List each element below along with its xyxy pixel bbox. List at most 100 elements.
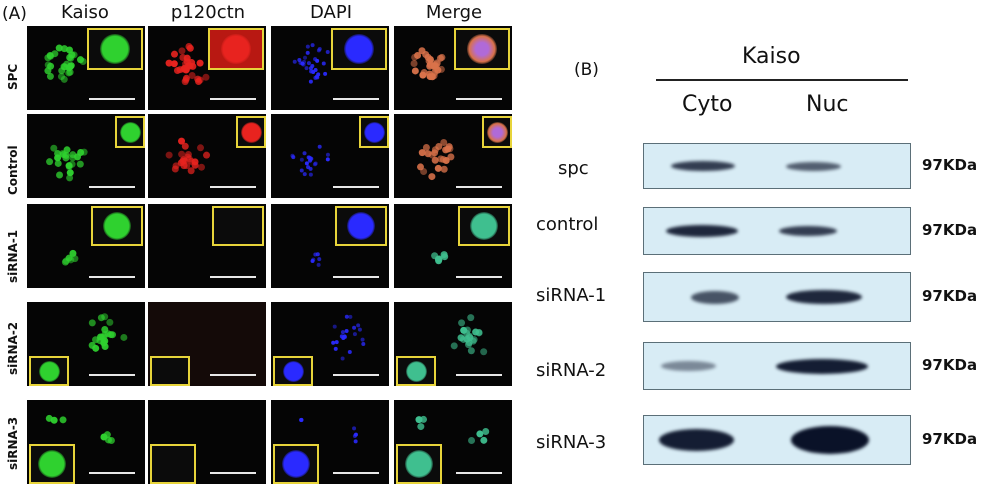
column-header-merge: Merge <box>425 2 483 23</box>
molecular-weight-label: 97KDa <box>922 356 978 374</box>
band-nuc <box>776 358 868 374</box>
band-cyto <box>666 225 738 237</box>
scale-bar <box>89 276 135 278</box>
column-header-dapi: DAPI <box>309 2 353 23</box>
scale-bar <box>456 98 502 100</box>
micrograph-sirna-2-dapi <box>271 302 389 386</box>
inset-sirna-3-p120ctn <box>150 444 196 484</box>
row-header-sirna-1: siRNA-1 <box>6 229 20 283</box>
scale-bar <box>333 374 379 376</box>
micrograph-sirna-3-p120ctn <box>148 400 266 484</box>
scale-bar <box>89 186 135 188</box>
scale-bar <box>89 98 135 100</box>
micrograph-spc-merge <box>394 26 512 110</box>
scale-bar <box>210 186 256 188</box>
row-header-control: Control <box>6 145 20 195</box>
inset-sirna-3-dapi <box>273 444 319 484</box>
molecular-weight-label: 97KDa <box>922 156 978 174</box>
row-header-sirna-3: siRNA-3 <box>6 416 20 470</box>
band-nuc <box>786 290 862 304</box>
scale-bar <box>333 98 379 100</box>
row-header-sirna-2: siRNA-2 <box>6 321 20 375</box>
scale-bar <box>210 374 256 376</box>
inset-sirna-1-dapi <box>335 206 387 246</box>
fraction-nuc-label: Nuc <box>806 92 849 117</box>
band-nuc <box>786 161 841 171</box>
lane-label-spc: spc <box>558 158 589 179</box>
inset-sirna-3-merge <box>396 444 442 484</box>
micrograph-sirna-3-merge <box>394 400 512 484</box>
blot-siRNA-3 <box>643 415 911 465</box>
inset-spc-dapi <box>331 28 387 70</box>
micrograph-control-dapi <box>271 114 389 198</box>
band-nuc <box>791 426 869 454</box>
scale-bar <box>333 186 379 188</box>
molecular-weight-label: 97KDa <box>922 221 978 239</box>
micrograph-sirna-1-merge <box>394 204 512 288</box>
scale-bar <box>210 276 256 278</box>
scale-bar <box>89 374 135 376</box>
micrograph-sirna-1-p120ctn <box>148 204 266 288</box>
inset-spc-merge <box>454 28 510 70</box>
scale-bar <box>456 276 502 278</box>
inset-control-merge <box>482 116 512 148</box>
micrograph-control-kaiso <box>27 114 145 198</box>
micrograph-sirna-2-kaiso <box>27 302 145 386</box>
lane-label-siRNA-3: siRNA-3 <box>536 432 607 453</box>
protein-title: Kaiso <box>742 44 801 69</box>
column-header-kaiso: Kaiso <box>61 2 109 23</box>
inset-sirna-2-kaiso <box>29 356 69 386</box>
scale-bar <box>456 472 502 474</box>
micrograph-sirna-1-kaiso <box>27 204 145 288</box>
micrograph-control-merge <box>394 114 512 198</box>
micrograph-spc-kaiso <box>27 26 145 110</box>
micrograph-sirna-2-p120ctn <box>148 302 266 386</box>
scale-bar <box>333 472 379 474</box>
band-nuc <box>779 226 837 236</box>
micrograph-sirna-1-dapi <box>271 204 389 288</box>
scale-bar <box>210 472 256 474</box>
scale-bar <box>333 276 379 278</box>
inset-control-kaiso <box>115 116 145 148</box>
micrograph-sirna-2-merge <box>394 302 512 386</box>
row-header-spc: SPC <box>6 63 20 90</box>
micrograph-spc-dapi <box>271 26 389 110</box>
column-header-p120ctn: p120ctn <box>170 2 246 23</box>
inset-control-p120ctn <box>236 116 266 148</box>
scale-bar <box>456 374 502 376</box>
inset-control-dapi <box>359 116 389 148</box>
scale-bar <box>89 472 135 474</box>
inset-sirna-2-p120ctn <box>150 356 190 386</box>
lane-label-siRNA-2: siRNA-2 <box>536 360 607 381</box>
inset-sirna-3-kaiso <box>29 444 75 484</box>
inset-sirna-1-kaiso <box>91 206 143 246</box>
band-cyto <box>691 290 739 304</box>
scale-bar <box>456 186 502 188</box>
lane-label-siRNA-1: siRNA-1 <box>536 285 607 306</box>
fraction-cyto-label: Cyto <box>682 92 733 117</box>
micrograph-spc-p120ctn <box>148 26 266 110</box>
inset-sirna-2-dapi <box>273 356 313 386</box>
band-cyto <box>671 161 735 171</box>
panel-b-label: (B) <box>574 60 599 80</box>
inset-sirna-1-merge <box>458 206 510 246</box>
blot-siRNA-1 <box>643 272 911 322</box>
band-cyto <box>661 361 716 371</box>
blot-control <box>643 207 911 255</box>
micrograph-control-p120ctn <box>148 114 266 198</box>
inset-spc-kaiso <box>87 28 143 70</box>
molecular-weight-label: 97KDa <box>922 430 978 448</box>
blot-siRNA-2 <box>643 342 911 390</box>
protein-underline <box>656 79 908 81</box>
inset-sirna-1-p120ctn <box>212 206 264 246</box>
molecular-weight-label: 97KDa <box>922 287 978 305</box>
lane-label-control: control <box>536 214 599 235</box>
inset-spc-p120ctn <box>208 28 264 70</box>
scale-bar <box>210 98 256 100</box>
blot-spc <box>643 143 911 189</box>
panel-a-label: (A) <box>2 4 27 24</box>
inset-sirna-2-merge <box>396 356 436 386</box>
micrograph-sirna-3-kaiso <box>27 400 145 484</box>
micrograph-sirna-3-dapi <box>271 400 389 484</box>
band-cyto <box>659 429 734 451</box>
